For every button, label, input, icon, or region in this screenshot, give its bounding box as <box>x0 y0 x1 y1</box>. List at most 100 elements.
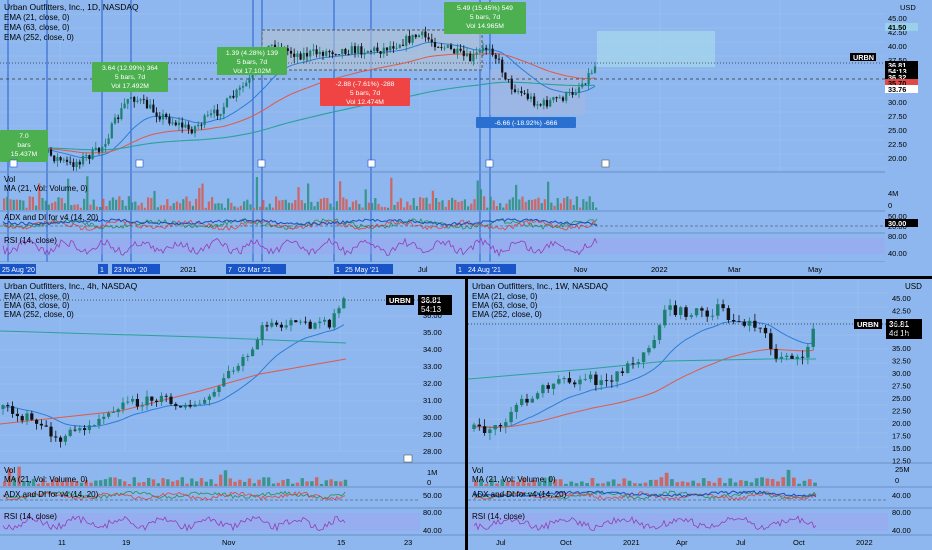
candle <box>509 406 513 425</box>
candle <box>684 305 688 321</box>
price-axis-label: 30.00 <box>892 369 911 378</box>
volume-bar <box>92 199 95 210</box>
candle <box>135 393 139 410</box>
candle <box>424 26 427 42</box>
volume-bar <box>627 480 632 486</box>
price-axis-label: 12.50 <box>892 457 911 466</box>
date-axis-label: May <box>808 265 822 274</box>
pane-divider-vertical[interactable] <box>465 279 468 550</box>
candle <box>541 383 545 398</box>
volume-bar <box>315 477 319 486</box>
volume-bar <box>252 483 256 486</box>
rsi-label: RSI (14, close) <box>4 236 57 245</box>
event-marker-icon[interactable] <box>485 159 494 168</box>
candle <box>475 47 478 60</box>
volume-bar <box>188 201 191 210</box>
volume-bar <box>267 477 271 486</box>
volume-ma-label: MA (21, Vol: Volume, 0) <box>4 184 88 193</box>
event-marker-icon[interactable] <box>257 159 266 168</box>
candle <box>652 335 656 350</box>
candle <box>504 418 508 434</box>
volume-bar <box>265 207 268 210</box>
volume-bar <box>207 201 211 210</box>
candle <box>293 48 296 63</box>
ema21-line <box>2 41 596 159</box>
trade-stat-label[interactable]: -6.66 (-18.92%) -666 <box>476 117 576 128</box>
event-marker-icon[interactable] <box>403 454 413 463</box>
volume-bar <box>3 198 6 210</box>
candle <box>369 49 373 55</box>
candle <box>795 354 799 366</box>
candle <box>626 360 630 374</box>
volume-bar <box>521 196 524 210</box>
candle <box>92 424 96 427</box>
volume-bar <box>83 198 86 210</box>
candle <box>227 365 231 379</box>
candle <box>456 43 459 59</box>
trade-stat-label[interactable]: 1.39 (4.28%) 139 5 bars, 7d Vol 17.102M <box>217 47 287 75</box>
trade-stat-label[interactable]: 5.49 (15.45%) 549 5 bars, 7d Vol 14.965M <box>444 2 526 34</box>
currency-label: USD <box>905 282 922 291</box>
event-marker-icon[interactable] <box>9 159 18 168</box>
price-badge: URBN <box>850 53 876 62</box>
date-badge-text: 1 <box>458 267 462 274</box>
trade-stat-line: 5 bars, 7d <box>237 59 267 66</box>
candle <box>663 305 667 328</box>
weekly-chart-panel[interactable]: Urban Outfitters, Inc., 1W, NASDAQ EMA (… <box>468 279 932 550</box>
volume-bar <box>313 206 316 210</box>
candle <box>779 352 784 363</box>
candle <box>63 434 67 446</box>
volume-bar <box>712 482 717 486</box>
price-axis-label: 27.50 <box>892 382 911 391</box>
volume-bar <box>281 480 285 486</box>
candle <box>774 344 778 363</box>
rsi-band <box>0 238 885 254</box>
ema63-line <box>0 358 347 425</box>
volume-bar <box>257 479 261 486</box>
candle <box>217 384 221 397</box>
volume-bar <box>582 199 585 210</box>
price-axis-label: 33.00 <box>423 362 442 371</box>
candle <box>337 305 341 318</box>
ema252-line <box>0 330 347 344</box>
candle <box>309 49 312 62</box>
trade-stat-label[interactable]: 7.0 bars 15.437M <box>0 130 48 162</box>
candle <box>136 96 139 104</box>
candle <box>184 120 187 129</box>
volume-bar <box>121 200 124 210</box>
adx-line <box>2 218 598 226</box>
volume-bar <box>797 483 802 486</box>
volume-bar <box>41 478 45 486</box>
volume-bar <box>217 203 220 210</box>
event-marker-icon[interactable] <box>367 159 376 168</box>
trade-stat-label[interactable]: -2.88 (-7.61%) -288 5 bars, 7d Vol 12.474M <box>320 78 410 106</box>
adx-line <box>473 490 817 498</box>
volume-bar <box>44 200 47 210</box>
candle <box>203 113 206 129</box>
daily-chart-panel[interactable]: 7.0 bars 15.437M 3.64 (12.99%) 364 5 bars, 7… <box>0 0 932 276</box>
target-box <box>597 31 715 67</box>
4h-chart-panel[interactable]: Urban Outfitters, Inc., 4h, NASDAQ EMA (… <box>0 279 465 550</box>
candle <box>126 98 129 110</box>
volume-bar <box>12 199 15 210</box>
date-axis-label: 2022 <box>651 265 668 274</box>
volume-bar <box>511 197 515 210</box>
volume-bar <box>166 199 169 210</box>
price-axis-label: 42.50 <box>888 28 907 37</box>
volume-bar <box>140 202 143 210</box>
candle <box>327 318 331 330</box>
price-badge: 35.70 <box>885 79 918 88</box>
pane-divider-horizontal[interactable] <box>0 276 932 279</box>
trade-stat-label[interactable]: 3.64 (12.99%) 364 5 bars, 7d Vol 17.492M <box>92 62 168 92</box>
date-badge: 1 <box>98 264 108 274</box>
price-axis-label: 20.00 <box>888 154 907 163</box>
future-event-marker-icon[interactable] <box>601 159 610 168</box>
volume-bar <box>489 196 492 210</box>
volume-bar <box>76 204 79 210</box>
volume-bar <box>579 207 582 210</box>
volume-bar <box>305 481 309 486</box>
volume-bar <box>137 482 141 486</box>
event-marker-icon[interactable] <box>135 159 144 168</box>
candle <box>104 138 107 153</box>
candle <box>477 418 481 431</box>
